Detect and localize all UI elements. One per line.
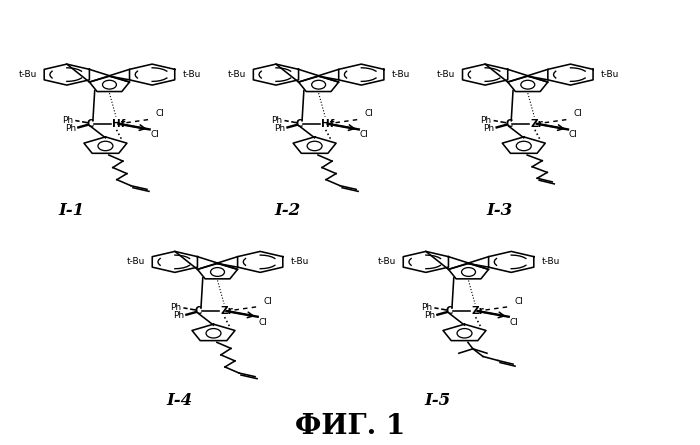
Text: Cl: Cl <box>514 297 524 306</box>
Text: Cl: Cl <box>510 318 519 327</box>
Text: Cl: Cl <box>150 130 160 139</box>
Text: I-5: I-5 <box>424 392 450 409</box>
Text: Ph: Ph <box>65 124 76 133</box>
Text: Ph: Ph <box>480 116 491 125</box>
Text: t-Bu: t-Bu <box>541 257 560 267</box>
Text: Ph: Ph <box>424 311 435 320</box>
Text: t-Bu: t-Bu <box>18 70 36 79</box>
Text: t-Bu: t-Bu <box>290 257 309 267</box>
Text: t-Bu: t-Bu <box>228 70 246 79</box>
Text: Ph: Ph <box>421 303 432 312</box>
Text: ФИГ. 1: ФИГ. 1 <box>295 413 405 440</box>
Text: Cl: Cl <box>259 318 267 327</box>
Text: Ph: Ph <box>174 311 184 320</box>
Text: Ph: Ph <box>271 116 282 125</box>
Text: I-1: I-1 <box>58 202 84 219</box>
Text: Zr: Zr <box>220 306 233 316</box>
Text: C: C <box>195 306 202 316</box>
Text: I-4: I-4 <box>166 392 193 409</box>
Text: Hf: Hf <box>321 119 335 129</box>
Text: Ph: Ph <box>170 303 181 312</box>
Text: C: C <box>87 119 94 129</box>
Text: t-Bu: t-Bu <box>601 70 619 79</box>
Text: Zr: Zr <box>471 306 484 316</box>
Text: Hf: Hf <box>112 119 125 129</box>
Text: Cl: Cl <box>360 130 369 139</box>
Text: I-3: I-3 <box>486 202 513 219</box>
Text: I-2: I-2 <box>274 202 300 219</box>
Text: t-Bu: t-Bu <box>127 257 145 267</box>
Text: Cl: Cl <box>574 109 583 118</box>
Text: t-Bu: t-Bu <box>391 70 409 79</box>
Text: Ph: Ph <box>62 116 73 125</box>
Text: Cl: Cl <box>264 297 272 306</box>
Text: t-Bu: t-Bu <box>437 70 455 79</box>
Text: C: C <box>446 306 453 316</box>
Text: Zr: Zr <box>531 119 543 129</box>
Text: C: C <box>296 119 303 129</box>
Text: Cl: Cl <box>365 109 374 118</box>
Text: Cl: Cl <box>569 130 577 139</box>
Text: t-Bu: t-Bu <box>182 70 201 79</box>
Text: Ph: Ph <box>484 124 495 133</box>
Text: t-Bu: t-Bu <box>377 257 395 267</box>
Text: Cl: Cl <box>155 109 164 118</box>
Text: C: C <box>505 119 512 129</box>
Text: Ph: Ph <box>274 124 286 133</box>
